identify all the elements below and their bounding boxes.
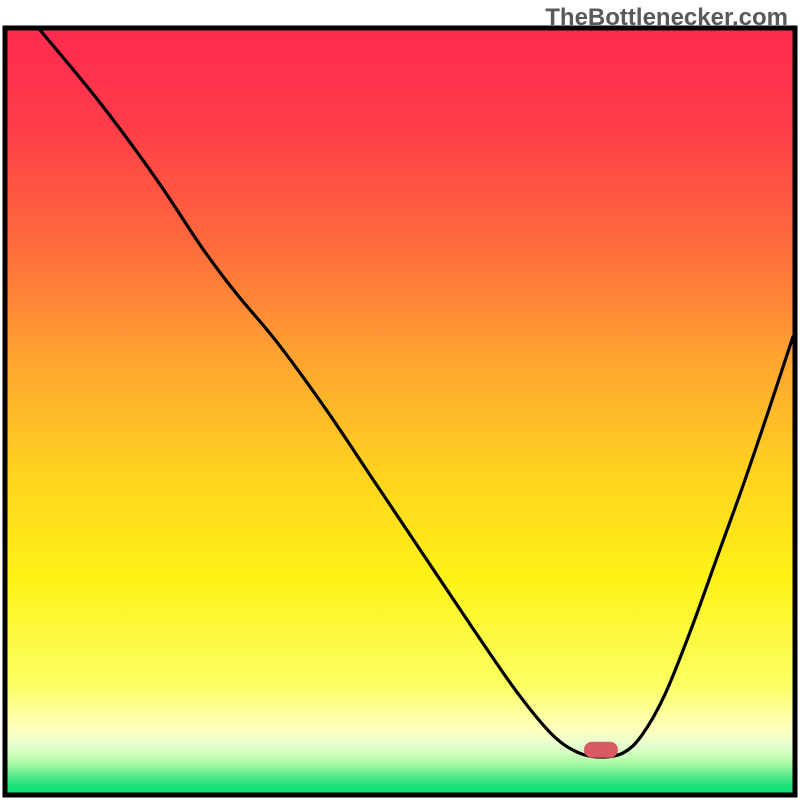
gradient-background [8, 31, 793, 793]
minimum-marker [584, 742, 618, 758]
bottleneck-chart [0, 0, 800, 800]
